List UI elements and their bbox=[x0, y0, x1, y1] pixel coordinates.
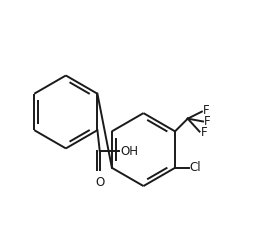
Text: F: F bbox=[204, 115, 211, 128]
Text: Cl: Cl bbox=[190, 161, 201, 174]
Text: OH: OH bbox=[120, 145, 138, 158]
Text: F: F bbox=[200, 126, 207, 139]
Text: F: F bbox=[203, 104, 209, 117]
Text: O: O bbox=[95, 176, 104, 188]
